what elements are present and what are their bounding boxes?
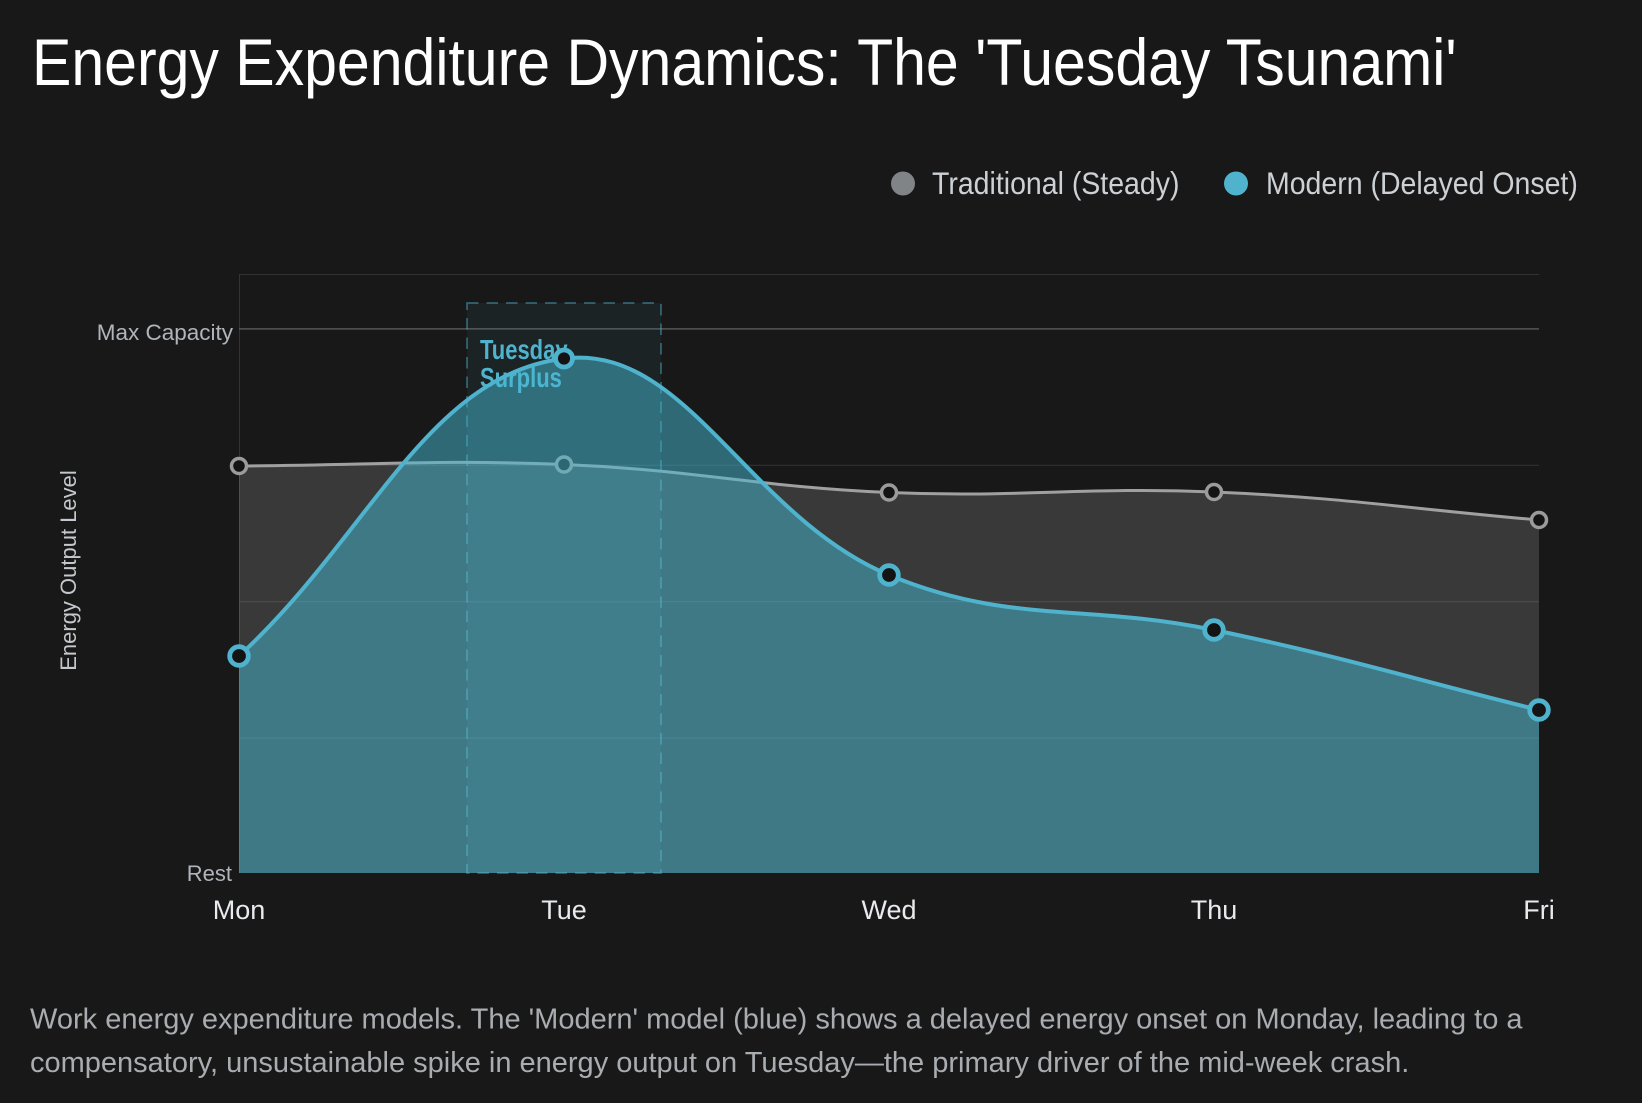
svg-text:Thu: Thu [1191, 895, 1238, 925]
svg-text:Rest: Rest [187, 861, 232, 886]
svg-text:Tue: Tue [541, 895, 587, 925]
svg-text:Energy Expenditure Dynamics: T: Energy Expenditure Dynamics: The 'Tuesda… [32, 26, 1457, 100]
svg-text:Wed: Wed [861, 895, 916, 925]
svg-text:compensatory, unsustainable sp: compensatory, unsustainable spike in ene… [30, 1047, 1409, 1079]
svg-text:Fri: Fri [1523, 895, 1554, 925]
svg-text:Energy Output Level: Energy Output Level [56, 470, 81, 671]
svg-text:Mon: Mon [213, 895, 266, 925]
svg-text:Max Capacity: Max Capacity [97, 320, 234, 345]
svg-text:Traditional (Steady): Traditional (Steady) [932, 167, 1179, 202]
svg-text:Work energy expenditure models: Work energy expenditure models. The 'Mod… [30, 1004, 1523, 1036]
svg-text:Modern (Delayed Onset): Modern (Delayed Onset) [1266, 167, 1578, 202]
